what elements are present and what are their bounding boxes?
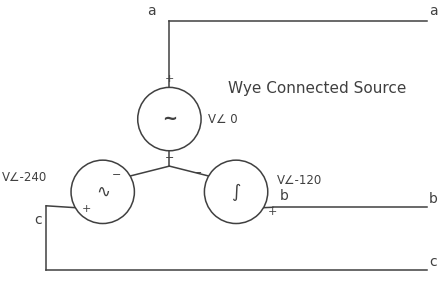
Text: +: + (268, 207, 277, 217)
Text: b: b (429, 192, 438, 206)
Text: −: − (112, 170, 121, 180)
Text: Wye Connected Source: Wye Connected Source (227, 81, 406, 96)
Text: a: a (147, 4, 156, 18)
Text: V∠-120: V∠-120 (277, 173, 322, 187)
Ellipse shape (71, 160, 134, 223)
Text: +: + (81, 204, 91, 214)
Text: ~: ~ (162, 110, 177, 128)
Text: +: + (165, 74, 174, 83)
Ellipse shape (138, 87, 201, 151)
Ellipse shape (205, 160, 268, 223)
Text: V∠-240: V∠-240 (2, 171, 48, 184)
Text: −: − (165, 153, 174, 163)
Text: V∠ 0: V∠ 0 (208, 113, 237, 126)
Text: ∿: ∿ (96, 183, 110, 201)
Text: −: − (193, 168, 202, 178)
Text: ∫: ∫ (231, 183, 241, 201)
Text: c: c (429, 255, 436, 269)
Text: b: b (279, 189, 288, 203)
Text: a: a (429, 4, 438, 18)
Text: c: c (34, 213, 42, 227)
